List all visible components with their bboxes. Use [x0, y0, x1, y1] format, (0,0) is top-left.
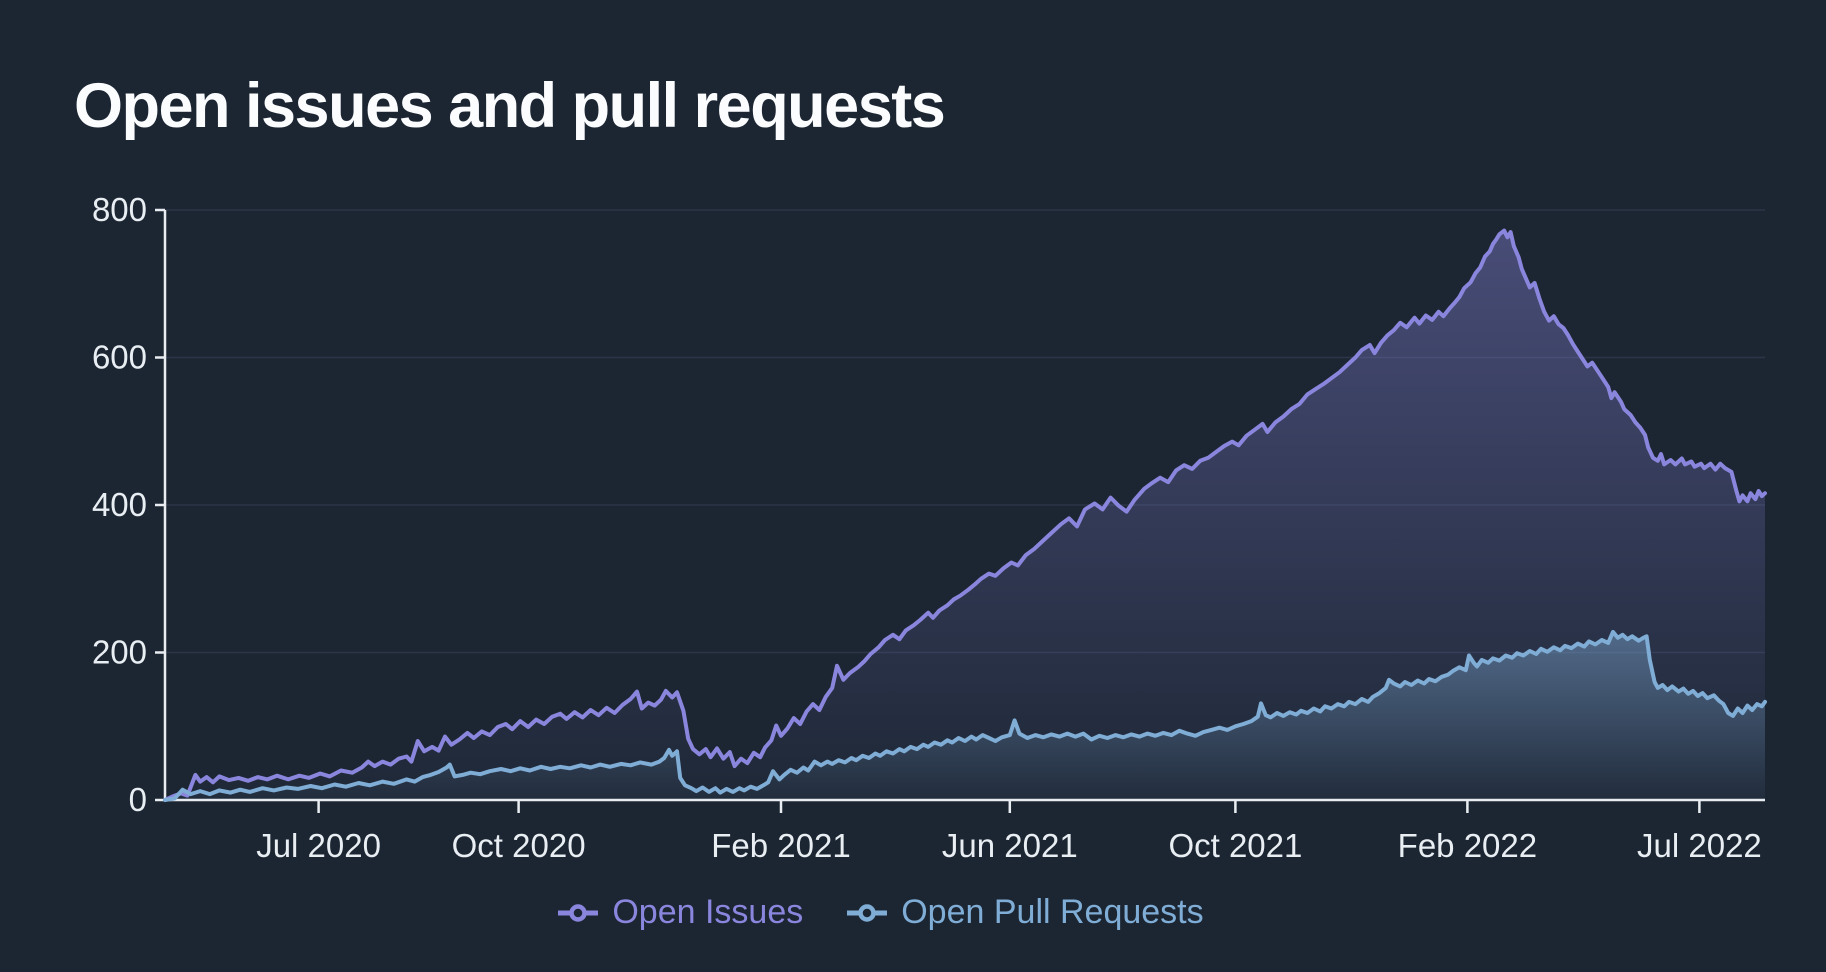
svg-text:Feb 2021: Feb 2021	[711, 827, 850, 864]
svg-text:800: 800	[92, 191, 147, 228]
area-0	[165, 230, 1765, 801]
svg-text:Jul 2020: Jul 2020	[256, 827, 381, 864]
svg-text:200: 200	[92, 634, 147, 671]
area-fills	[165, 230, 1765, 801]
legend-label-open-issues: Open Issues	[612, 893, 804, 931]
line-1	[163, 629, 1767, 802]
svg-text:Jun 2021: Jun 2021	[942, 827, 1078, 864]
svg-text:Jul 2022: Jul 2022	[1637, 827, 1762, 864]
open-pull-requests-marker-icon	[847, 903, 888, 922]
svg-text:Feb 2022: Feb 2022	[1398, 827, 1537, 864]
legend-item-open-pull-requests[interactable]: Open Pull Requests	[845, 893, 1204, 932]
area-1	[165, 631, 1765, 800]
svg-text:400: 400	[92, 486, 147, 523]
y-axis-labels: 0 200 400 600 800	[92, 191, 147, 818]
svg-text:600: 600	[92, 339, 147, 376]
legend-label-open-pull-requests: Open Pull Requests	[901, 893, 1204, 931]
svg-text:Oct 2020: Oct 2020	[452, 827, 586, 864]
line-0	[163, 228, 1767, 802]
open-issues-marker-icon	[558, 903, 599, 922]
svg-text:Oct 2021: Oct 2021	[1168, 827, 1302, 864]
svg-text:0: 0	[129, 781, 147, 818]
page-title: Open issues and pull requests	[74, 71, 946, 142]
chart-legend: Open Issues Open Pull Requests	[0, 893, 1760, 932]
legend-item-open-issues[interactable]: Open Issues	[556, 893, 803, 932]
x-axis-labels: Jul 2020 Oct 2020 Feb 2021 Jun 2021 Oct 2021…	[256, 827, 1762, 864]
series-lines	[163, 228, 1767, 802]
